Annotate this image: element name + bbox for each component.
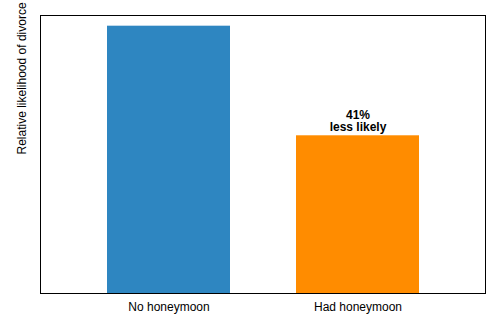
svg-text:No honeymoon: No honeymoon xyxy=(128,300,209,314)
svg-text:Had honeymoon: Had honeymoon xyxy=(314,300,402,314)
svg-text:41%less likely: 41%less likely xyxy=(330,108,387,134)
svg-text:Relative likelihood of divorce: Relative likelihood of divorce xyxy=(15,2,29,154)
